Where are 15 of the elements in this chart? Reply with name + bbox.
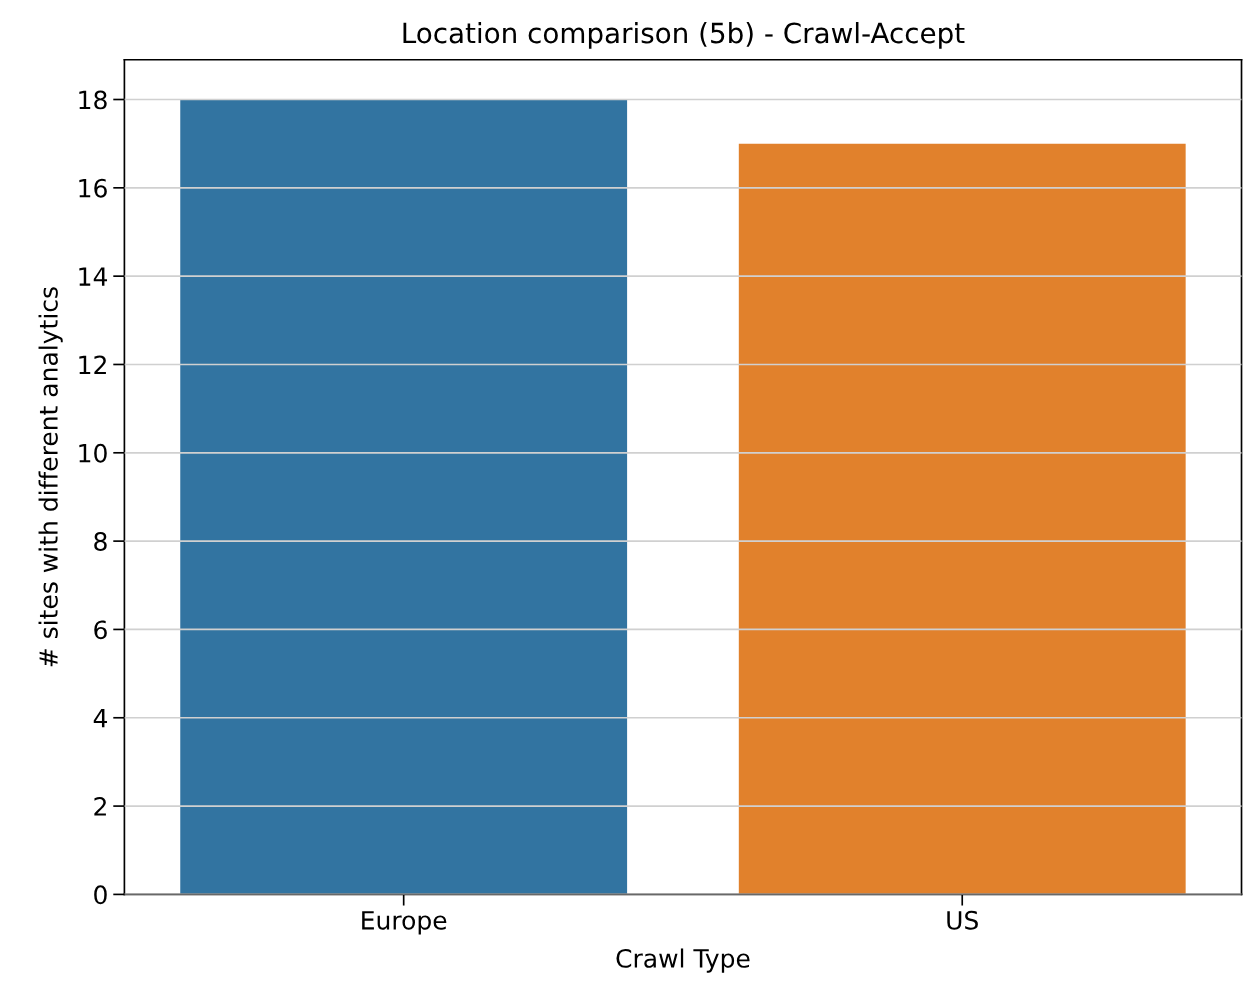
x-tick-label: US (947, 910, 978, 930)
y-tick-label: 4 (93, 709, 108, 728)
x-axis-title: Crawl Type (616, 948, 750, 973)
y-tick-label: 6 (94, 620, 107, 640)
x-tick-label: Europe (362, 911, 447, 935)
y-tick-label: 0 (94, 885, 107, 905)
chart-title: Location comparison (5b) - Crawl-Accept (403, 21, 965, 49)
y-tick-label: 16 (79, 178, 107, 198)
y-tick-label: 12 (79, 355, 106, 374)
y-tick-label: 10 (79, 443, 107, 463)
y-tick-label: 18 (79, 90, 107, 110)
y-tick-label: 8 (94, 532, 107, 551)
y-tick-label: 14 (79, 267, 108, 286)
y-axis-title: # sites with different analytics (38, 287, 63, 667)
y-tick-label: 2 (94, 797, 106, 816)
